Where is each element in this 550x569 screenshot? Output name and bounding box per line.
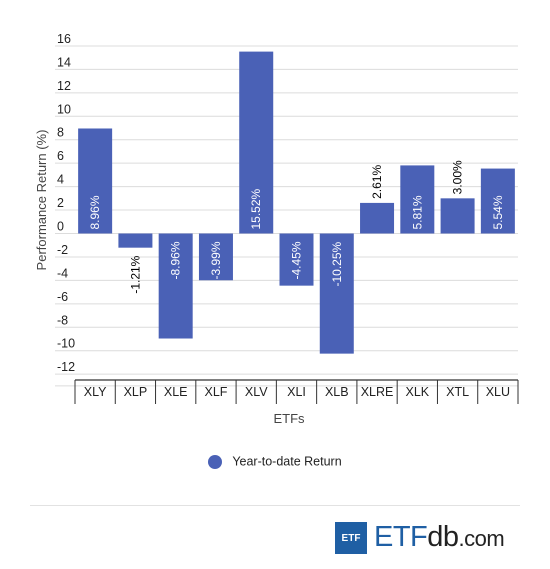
x-axis: XLY XLP XLE XLF XLV XLI XLB XLRE XLK XTL XLU <box>74 379 519 404</box>
logo-badge: ETF <box>335 522 367 554</box>
y-axis-title: Performance Return (%) <box>34 130 49 271</box>
data-labels: 8.96% -1.21% -8.96% -3.99% 15.52% -4.45% -10.2… <box>88 160 505 294</box>
x-tick-label: XLK <box>405 385 429 399</box>
x-tick-label: XLE <box>164 385 188 399</box>
y-tick-label: -6 <box>57 290 68 304</box>
y-tick-label: -12 <box>57 360 75 374</box>
logo-word-etf: ETF <box>374 521 428 553</box>
data-label: 5.81% <box>410 195 424 229</box>
data-label: 3.00% <box>451 160 465 194</box>
x-axis-title: ETFs <box>273 411 305 426</box>
y-tick-labels: 16 14 12 10 8 6 4 2 0 -2 -4 -6 -8 -10 -12 <box>57 32 75 374</box>
y-tick-label: 4 <box>57 173 64 187</box>
data-label: 15.52% <box>249 188 263 229</box>
x-tick-label: XLV <box>245 385 268 399</box>
x-tick-label: XLU <box>486 385 510 399</box>
x-tick-label: XLP <box>124 385 148 399</box>
data-label: -10.25% <box>330 241 344 286</box>
x-tick-label: XLF <box>204 385 227 399</box>
y-tick-label: 14 <box>57 55 71 69</box>
bar-xly <box>78 128 113 234</box>
etfdb-logo: ETF ETFdb.com <box>335 521 505 555</box>
logo-word-db: db <box>427 521 459 553</box>
data-label: 5.54% <box>491 195 505 229</box>
x-tick-label: XLY <box>84 385 107 399</box>
y-tick-label: -8 <box>57 313 68 327</box>
y-tick-label: 16 <box>57 32 71 46</box>
data-label: -1.21% <box>128 255 142 293</box>
bar-xtl <box>440 198 475 234</box>
chart: 16 14 12 10 8 6 4 2 0 -2 -4 -6 -8 -10 -12 8.96% -1.21% -… <box>34 32 519 426</box>
data-label: 2.61% <box>370 165 384 199</box>
y-tick-label: 10 <box>57 102 71 116</box>
x-tick-label: XLRE <box>361 385 394 399</box>
footer-divider <box>30 505 520 506</box>
y-tick-label: 2 <box>57 196 64 210</box>
x-tick-label: XTL <box>446 385 469 399</box>
gridlines <box>55 45 518 387</box>
x-tick-label: XLI <box>287 385 306 399</box>
legend: Year-to-date Return <box>0 454 550 469</box>
y-tick-label: 0 <box>57 220 64 234</box>
legend-marker <box>208 454 223 469</box>
data-label: 8.96% <box>88 195 102 229</box>
x-tick-label: XLB <box>325 385 349 399</box>
y-tick-label: 12 <box>57 79 71 93</box>
data-label: -4.45% <box>290 241 304 279</box>
logo-wordmark: ETFdb.com <box>374 521 505 555</box>
bar-xlre <box>360 202 395 234</box>
bars <box>78 51 515 354</box>
y-tick-label: -10 <box>57 337 75 351</box>
bar-xlu <box>480 168 515 234</box>
bar-xlb <box>319 233 354 354</box>
data-label: -3.99% <box>209 241 223 279</box>
legend-label: Year-to-date Return <box>232 454 342 469</box>
logo-word-com: .com <box>458 526 505 551</box>
bar-xlf <box>198 233 233 281</box>
y-tick-label: 8 <box>57 126 64 140</box>
bar-xlv <box>239 51 274 234</box>
bar-xli <box>279 233 314 286</box>
bar-xlp <box>118 233 153 248</box>
data-label: -8.96% <box>169 241 183 279</box>
y-tick-label: -2 <box>57 243 68 257</box>
bar-xlk <box>400 165 435 234</box>
y-tick-label: 6 <box>57 149 64 163</box>
y-tick-label: -4 <box>57 266 68 280</box>
bar-xle <box>158 233 193 339</box>
